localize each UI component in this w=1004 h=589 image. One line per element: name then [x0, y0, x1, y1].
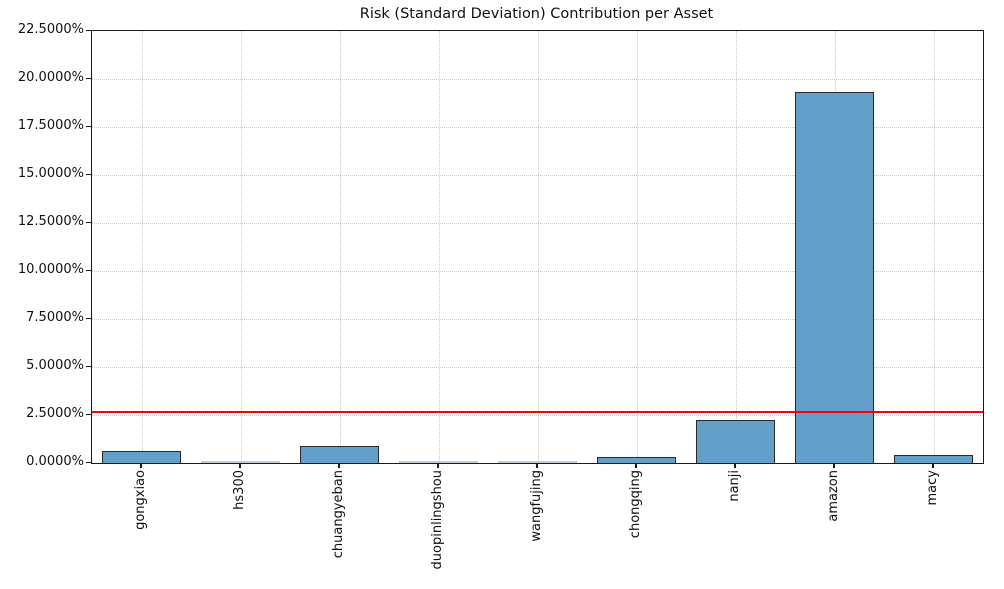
x-tick-mark	[338, 463, 340, 468]
x-gridline	[537, 31, 539, 463]
y-tick-label: 0.0000%	[26, 454, 84, 469]
x-tick-label: amazon	[825, 470, 841, 522]
bar	[894, 454, 973, 463]
x-gridline	[735, 31, 737, 463]
x-tick-mark	[734, 463, 736, 468]
y-tick-mark	[86, 125, 91, 127]
x-tick-mark	[635, 463, 637, 468]
x-tick-mark	[932, 463, 934, 468]
x-tick-label: nanji	[726, 470, 742, 502]
x-tick-label: chuangyeban	[330, 470, 346, 559]
x-gridline	[339, 31, 341, 463]
x-tick-label: chongqing	[627, 470, 643, 539]
mean-risk-line	[92, 410, 983, 413]
x-tick-mark	[239, 463, 241, 468]
x-gridline	[933, 31, 935, 463]
y-tick-mark	[86, 29, 91, 31]
x-tick-label: hs300	[231, 470, 247, 510]
y-tick-mark	[86, 221, 91, 223]
y-tick-mark	[86, 365, 91, 367]
y-tick-mark	[86, 77, 91, 79]
x-gridline	[636, 31, 638, 463]
x-tick-mark	[536, 463, 538, 468]
plot-area	[91, 30, 984, 464]
x-tick-mark	[140, 463, 142, 468]
x-tick-mark	[437, 463, 439, 468]
y-tick-label: 5.0000%	[26, 358, 84, 373]
x-tick-label: macy	[924, 470, 940, 506]
y-tick-label: 15.0000%	[17, 166, 84, 181]
y-tick-label: 7.5000%	[26, 310, 84, 325]
x-tick-label: gongxiao	[132, 470, 148, 530]
y-tick-label: 17.5000%	[17, 118, 84, 133]
x-gridline	[141, 31, 143, 463]
y-tick-mark	[86, 413, 91, 415]
y-tick-mark	[86, 461, 91, 463]
y-tick-label: 10.0000%	[17, 262, 84, 277]
y-tick-label: 12.5000%	[17, 214, 84, 229]
x-tick-label: wangfujing	[528, 470, 544, 542]
bar	[696, 419, 775, 463]
chart-title: Risk (Standard Deviation) Contribution p…	[359, 6, 714, 22]
y-tick-mark	[86, 173, 91, 175]
x-gridline	[438, 31, 440, 463]
bar	[498, 461, 577, 463]
y-tick-label: 2.5000%	[26, 406, 84, 421]
y-tick-label: 20.0000%	[17, 70, 84, 85]
bar	[597, 456, 676, 463]
x-tick-mark	[833, 463, 835, 468]
bar	[102, 451, 181, 463]
y-tick-mark	[86, 317, 91, 319]
bar	[399, 461, 478, 463]
bar	[201, 461, 280, 463]
bar	[795, 92, 874, 463]
bar	[300, 445, 379, 463]
x-gridline	[240, 31, 242, 463]
y-tick-mark	[86, 269, 91, 271]
y-tick-label: 22.5000%	[17, 22, 84, 37]
x-tick-label: duopinlingshou	[429, 470, 445, 570]
